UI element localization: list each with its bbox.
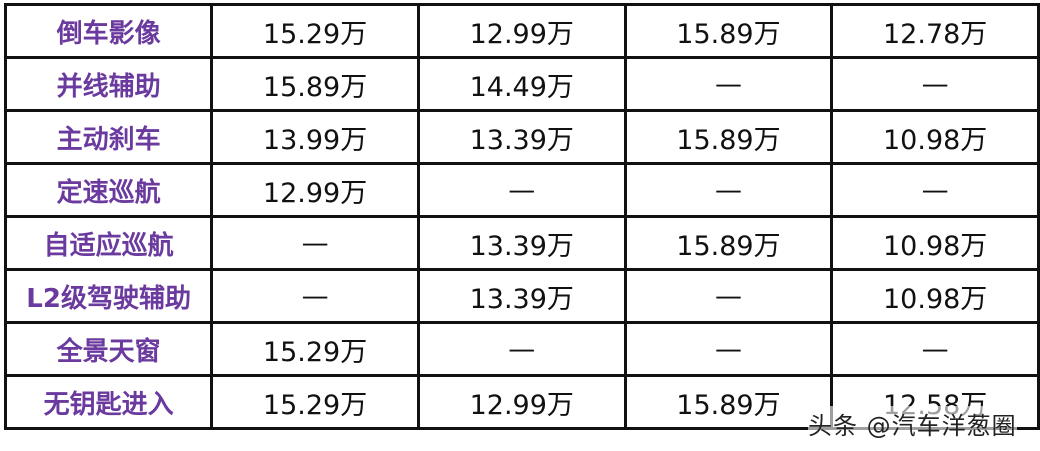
feature-name-cell: L2级驾驶辅助 — [3, 268, 214, 324]
price-cell: 12.99万 — [210, 162, 420, 218]
price-cell: 10.98万 — [830, 109, 1040, 165]
price-cell: 13.39万 — [416, 268, 627, 324]
price-cell: 10.98万 — [830, 215, 1040, 271]
table-row: 倒车影像 15.29万 12.99万 15.89万 12.78万 — [3, 3, 1040, 59]
price-cell: 13.99万 — [210, 109, 420, 165]
price-cell: — — [623, 56, 834, 112]
watermark: 头条 @汽车洋葱圈 — [808, 406, 1017, 441]
table-row: 自适应巡航 —13.39万 15.89万 10.98万 — [3, 215, 1040, 271]
price-feature-table: 倒车影像 15.29万 12.99万 15.89万 12.78万 并线辅助 15.89万 14… — [3, 3, 1040, 430]
price-cell: — — [830, 162, 1040, 218]
price-cell: 12.99万 — [416, 374, 627, 430]
table-row: 无钥匙进入 15.29万 12.99万 15.89万 12.58万 — [3, 374, 1040, 430]
table-row: 并线辅助 15.89万 14.49万 — — — [3, 56, 1040, 112]
price-cell: — — [830, 321, 1040, 377]
feature-name-cell: 无钥匙进入 — [3, 374, 214, 430]
feature-name-cell: 倒车影像 — [3, 3, 214, 59]
feature-name-cell: 主动刹车 — [3, 109, 214, 165]
price-cell: 15.29万 — [210, 3, 420, 59]
price-cell: — — [210, 268, 420, 324]
price-cell: 15.89万 — [623, 109, 834, 165]
price-cell: — — [210, 215, 420, 271]
table-row: 全景天窗 15.29万 — — — — [3, 321, 1040, 377]
price-cell: 13.39万 — [416, 215, 627, 271]
price-cell: 15.29万 — [210, 321, 420, 377]
feature-name-cell: 自适应巡航 — [3, 215, 214, 271]
price-cell: — — [623, 321, 834, 377]
price-cell: 12.78万 — [830, 3, 1040, 59]
feature-name-cell: 全景天窗 — [3, 321, 214, 377]
table-row: L2级驾驶辅助 —13.39万 —10.98万 — [3, 268, 1040, 324]
price-cell: 15.89万 — [210, 56, 420, 112]
price-cell: 15.89万 — [623, 3, 834, 59]
table-row: 定速巡航 12.99万 — — — — [3, 162, 1040, 218]
price-cell: 15.29万 — [210, 374, 420, 430]
price-cell: — — [623, 162, 834, 218]
price-cell: — — [416, 162, 627, 218]
feature-name-cell: 并线辅助 — [3, 56, 214, 112]
price-cell: 14.49万 — [416, 56, 627, 112]
price-cell: 10.98万 — [830, 268, 1040, 324]
price-cell: 13.39万 — [416, 109, 627, 165]
price-cell: — — [830, 56, 1040, 112]
feature-name-cell: 定速巡航 — [3, 162, 214, 218]
price-cell: 12.99万 — [416, 3, 627, 59]
price-cell: — — [416, 321, 627, 377]
table-row: 主动刹车 13.99万 13.39万 15.89万 10.98万 — [3, 109, 1040, 165]
price-cell: 15.89万 — [623, 374, 834, 430]
price-cell: — — [623, 268, 834, 324]
price-cell: 15.89万 — [623, 215, 834, 271]
